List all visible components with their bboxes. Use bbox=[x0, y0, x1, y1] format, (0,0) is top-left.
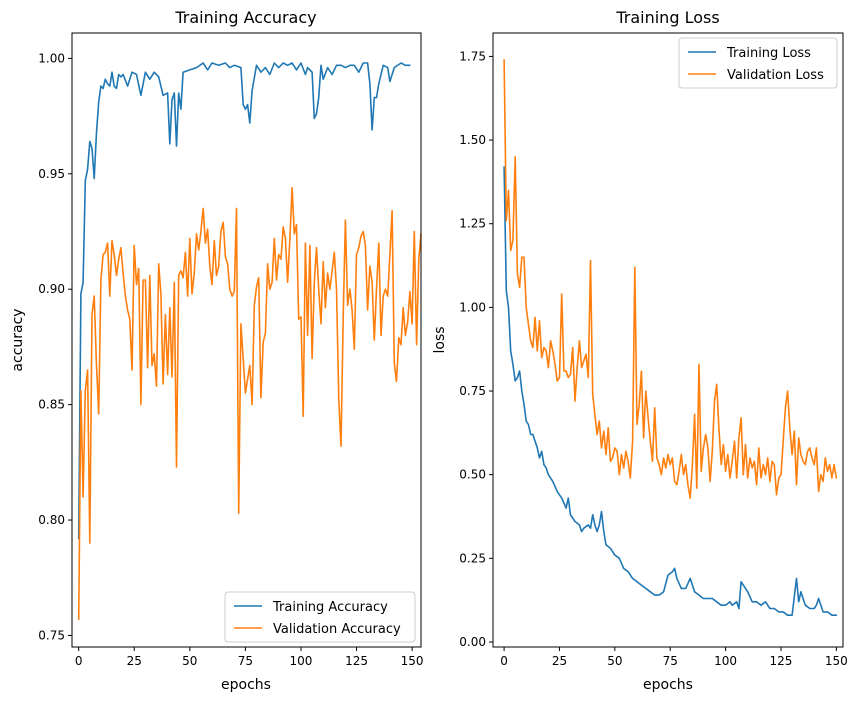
loss-chart: Training Loss 0.00 0.25 0.50 0.75 1.00 1.25 1.… bbox=[432, 8, 848, 693]
accuracy-axes-frame bbox=[71, 32, 422, 648]
x-tick-label: 0 bbox=[75, 654, 83, 668]
legend-label-validation-accuracy: Validation Accuracy bbox=[273, 622, 401, 637]
chart-title: Training Loss bbox=[615, 8, 719, 27]
legend-box bbox=[678, 37, 838, 89]
accuracy-y-ticks: 0.75 0.80 0.85 0.90 0.95 1.00 bbox=[38, 51, 72, 642]
accuracy-x-ticks: 0 25 50 75 100 125 150 bbox=[75, 647, 424, 668]
y-axis-title: accuracy bbox=[10, 308, 26, 371]
y-tick-label: 1.25 bbox=[459, 217, 486, 231]
x-axis-title: epochs bbox=[643, 677, 693, 693]
legend-label-validation-loss: Validation Loss bbox=[727, 68, 824, 83]
accuracy-chart: Training Accuracy 0.75 0.80 0.85 0.90 0.95 1.… bbox=[10, 8, 424, 693]
series-line-training-accuracy bbox=[77, 62, 411, 540]
y-tick-label: 0.75 bbox=[38, 628, 65, 642]
y-tick-label: 0.95 bbox=[38, 167, 65, 181]
x-tick-label: 50 bbox=[182, 654, 197, 668]
series-line-validation-accuracy bbox=[77, 186, 422, 621]
y-tick-label: 1.50 bbox=[459, 133, 486, 147]
accuracy-legend: Training Accuracy Validation Accuracy bbox=[224, 591, 416, 643]
x-tick-label: 75 bbox=[238, 654, 253, 668]
y-tick-label: 1.75 bbox=[459, 49, 486, 63]
loss-y-ticks: 0.00 0.25 0.50 0.75 1.00 1.25 1.50 1.75 bbox=[459, 49, 493, 649]
y-tick-label: 1.00 bbox=[38, 51, 65, 65]
x-tick-label: 25 bbox=[127, 654, 142, 668]
y-tick-label: 0.25 bbox=[459, 551, 486, 565]
legend-label-training-accuracy: Training Accuracy bbox=[272, 600, 388, 615]
loss-x-ticks: 0 25 50 75 100 125 150 bbox=[500, 647, 848, 668]
x-axis-title: epochs bbox=[221, 677, 271, 693]
y-axis-title: loss bbox=[432, 326, 448, 353]
loss-plot-area bbox=[503, 59, 838, 616]
x-tick-label: 100 bbox=[290, 654, 313, 668]
y-tick-label: 0.90 bbox=[38, 282, 65, 296]
x-tick-label: 100 bbox=[714, 654, 737, 668]
x-tick-label: 25 bbox=[552, 654, 567, 668]
x-tick-label: 150 bbox=[825, 654, 848, 668]
chart-title: Training Accuracy bbox=[174, 8, 316, 27]
x-tick-label: 125 bbox=[345, 654, 368, 668]
x-tick-label: 0 bbox=[500, 654, 508, 668]
y-tick-label: 0.75 bbox=[459, 384, 486, 398]
x-tick-label: 50 bbox=[607, 654, 622, 668]
loss-legend: Training Loss Validation Loss bbox=[678, 37, 838, 89]
y-tick-label: 0.80 bbox=[38, 513, 65, 527]
x-tick-label: 75 bbox=[663, 654, 678, 668]
y-tick-label: 0.00 bbox=[459, 635, 486, 649]
x-tick-label: 150 bbox=[401, 654, 424, 668]
x-tick-label: 125 bbox=[770, 654, 793, 668]
y-tick-label: 0.85 bbox=[38, 398, 65, 412]
legend-box bbox=[224, 591, 416, 643]
y-tick-label: 1.00 bbox=[459, 300, 486, 314]
legend-label-training-loss: Training Loss bbox=[726, 46, 811, 61]
accuracy-plot-area bbox=[77, 62, 422, 621]
series-line-validation-loss bbox=[503, 59, 838, 499]
y-tick-label: 0.50 bbox=[459, 468, 486, 482]
series-line-training-loss bbox=[503, 166, 838, 616]
loss-axes-frame bbox=[492, 32, 844, 648]
